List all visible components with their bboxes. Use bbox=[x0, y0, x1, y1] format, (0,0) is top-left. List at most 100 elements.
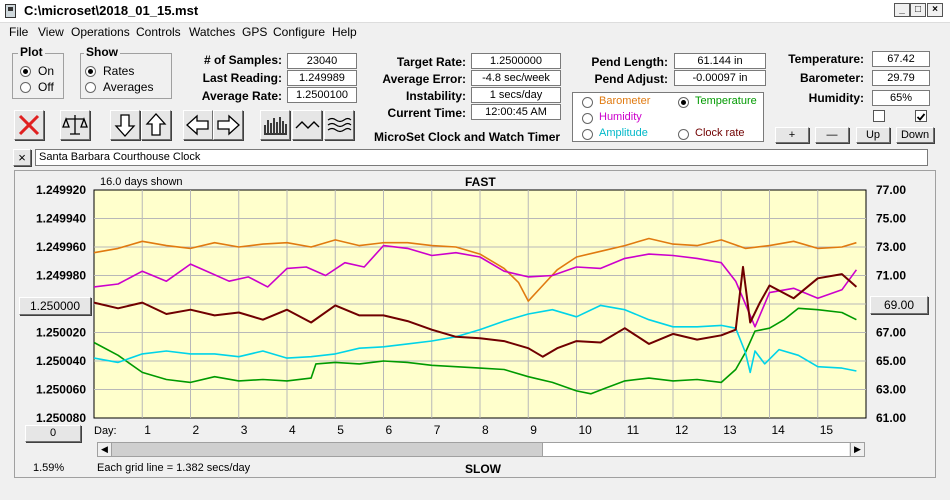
minimize-icon[interactable]: _ bbox=[894, 3, 910, 17]
menu-operations[interactable]: Operations bbox=[71, 25, 130, 39]
balance-button[interactable] bbox=[60, 110, 90, 140]
show-group-legend: Show bbox=[84, 45, 120, 59]
plot-on-radio[interactable] bbox=[20, 66, 31, 77]
clock-name-field[interactable]: Santa Barbara Courthouse Clock bbox=[35, 149, 928, 166]
clock-name-close-button[interactable]: × bbox=[13, 149, 31, 166]
menu-watches[interactable]: Watches bbox=[189, 25, 236, 39]
right-tick-label: 67.00 bbox=[876, 326, 906, 340]
multi-wave-button[interactable] bbox=[324, 110, 354, 140]
right-tick-label: 65.00 bbox=[876, 354, 906, 368]
x-tick-label: 10 bbox=[579, 423, 593, 437]
temperature-value: 67.42 bbox=[872, 51, 930, 67]
last-reading-label: Last Reading: bbox=[202, 71, 282, 85]
amplitude-radio[interactable] bbox=[582, 129, 593, 140]
right-tick-label: 71.00 bbox=[876, 269, 906, 283]
arrow-up-icon bbox=[145, 113, 167, 136]
pend-length-value: 61.144 in bbox=[674, 53, 766, 69]
arrow-left-icon bbox=[186, 114, 209, 136]
scale-minus-button[interactable]: — bbox=[815, 127, 849, 143]
up-arrow-button[interactable] bbox=[141, 110, 171, 140]
close-window-icon[interactable]: × bbox=[927, 3, 943, 17]
arrow-right-icon bbox=[217, 114, 240, 136]
temperature-option-label: Temperature bbox=[695, 95, 757, 107]
current-time-label: Current Time: bbox=[387, 106, 466, 120]
title-bar: C:\microset\2018_01_15.mst _ □ × bbox=[0, 0, 950, 23]
barometer-label: Barometer: bbox=[799, 71, 864, 85]
show-averages-label: Averages bbox=[103, 80, 154, 94]
multi-wave-icon bbox=[327, 117, 352, 133]
right-arrow-button[interactable] bbox=[213, 110, 243, 140]
right-tick-label: 75.00 bbox=[876, 212, 906, 226]
left-tick-label: 1.250080 bbox=[36, 411, 86, 425]
right-checkbox[interactable] bbox=[915, 110, 927, 122]
menu-help[interactable]: Help bbox=[332, 25, 357, 39]
menu-file[interactable]: File bbox=[9, 25, 29, 39]
series-line-0 bbox=[93, 237, 857, 302]
series-line-1 bbox=[93, 244, 858, 328]
window-title: C:\microset\2018_01_15.mst bbox=[24, 3, 199, 18]
checkmark-icon bbox=[916, 113, 926, 121]
center-value-button[interactable]: 1.250000 bbox=[19, 297, 91, 315]
target-rate-value[interactable]: 1.2500000 bbox=[471, 53, 561, 69]
last-reading-value: 1.249989 bbox=[287, 70, 357, 86]
fast-label: FAST bbox=[465, 175, 496, 189]
right-tick-label: 61.00 bbox=[876, 411, 906, 425]
average-rate-value: 1.2500100 bbox=[287, 87, 357, 103]
left-arrow-button[interactable] bbox=[183, 110, 213, 140]
instability-label: Instability: bbox=[405, 89, 466, 103]
scroll-left-icon[interactable]: ◀ bbox=[97, 442, 112, 457]
left-tick-label: 1.249920 bbox=[36, 183, 86, 197]
bottom-left-button[interactable]: 0 bbox=[25, 425, 81, 442]
current-time-value: 12:00:45 AM bbox=[471, 104, 561, 120]
x-tick-label: 14 bbox=[772, 423, 786, 437]
x-tick-label: 2 bbox=[193, 423, 200, 437]
plot-on-label: On bbox=[38, 64, 55, 78]
x-tick-label: 3 bbox=[241, 423, 248, 437]
menu-gps[interactable]: GPS bbox=[242, 25, 268, 39]
plot-off-radio[interactable] bbox=[20, 82, 31, 93]
histogram-button[interactable] bbox=[260, 110, 290, 140]
right-tick-label: 77.00 bbox=[876, 183, 906, 197]
maximize-icon[interactable]: □ bbox=[910, 3, 926, 17]
day-label: Day: bbox=[94, 425, 117, 437]
right-axis-center-button[interactable]: 69.00 bbox=[870, 296, 928, 314]
down-arrow-button[interactable] bbox=[110, 110, 140, 140]
scale-down-button[interactable]: Down bbox=[896, 127, 934, 143]
wave-button[interactable] bbox=[292, 110, 322, 140]
menu-controls[interactable]: Controls bbox=[136, 25, 181, 39]
delete-button[interactable] bbox=[14, 110, 44, 140]
scale-plus-button[interactable]: + bbox=[775, 127, 809, 143]
humidity-value: 65% bbox=[872, 90, 930, 106]
show-rates-radio[interactable] bbox=[85, 66, 96, 77]
left-tick-label: 1.249940 bbox=[36, 212, 86, 226]
barometer-value: 29.79 bbox=[872, 70, 930, 86]
x-tick-label: 4 bbox=[289, 423, 296, 437]
percent-label: 1.59% bbox=[33, 462, 65, 474]
show-group bbox=[80, 53, 172, 99]
x-tick-label: 8 bbox=[482, 423, 489, 437]
plot-off-label: Off bbox=[38, 80, 54, 94]
x-tick-label: 11 bbox=[627, 423, 640, 437]
temperature-label: Temperature: bbox=[788, 52, 864, 66]
humidity-radio[interactable] bbox=[582, 113, 593, 124]
show-averages-radio[interactable] bbox=[85, 82, 96, 93]
instability-value: 1 secs/day bbox=[471, 87, 561, 103]
app-label: MicroSet Clock and Watch Timer bbox=[374, 130, 561, 144]
scroll-right-icon[interactable]: ▶ bbox=[850, 442, 865, 457]
x-tick-label: 9 bbox=[530, 423, 537, 437]
x-tick-label: 12 bbox=[675, 423, 689, 437]
clock-rate-option-label: Clock rate bbox=[695, 127, 745, 139]
scale-up-button[interactable]: Up bbox=[856, 127, 890, 143]
temperature-radio[interactable] bbox=[678, 97, 689, 108]
pend-length-label: Pend Length: bbox=[591, 55, 668, 69]
average-rate-label: Average Rate: bbox=[201, 89, 282, 103]
barometer-radio[interactable] bbox=[582, 97, 593, 108]
menu-configure[interactable]: Configure bbox=[273, 25, 326, 39]
right-tick-label: 73.00 bbox=[876, 240, 906, 254]
clock-rate-radio[interactable] bbox=[678, 129, 689, 140]
menu-view[interactable]: View bbox=[38, 25, 64, 39]
left-tick-label: 1.249980 bbox=[36, 269, 86, 283]
left-checkbox[interactable] bbox=[873, 110, 885, 122]
scroll-thumb[interactable] bbox=[542, 443, 849, 456]
